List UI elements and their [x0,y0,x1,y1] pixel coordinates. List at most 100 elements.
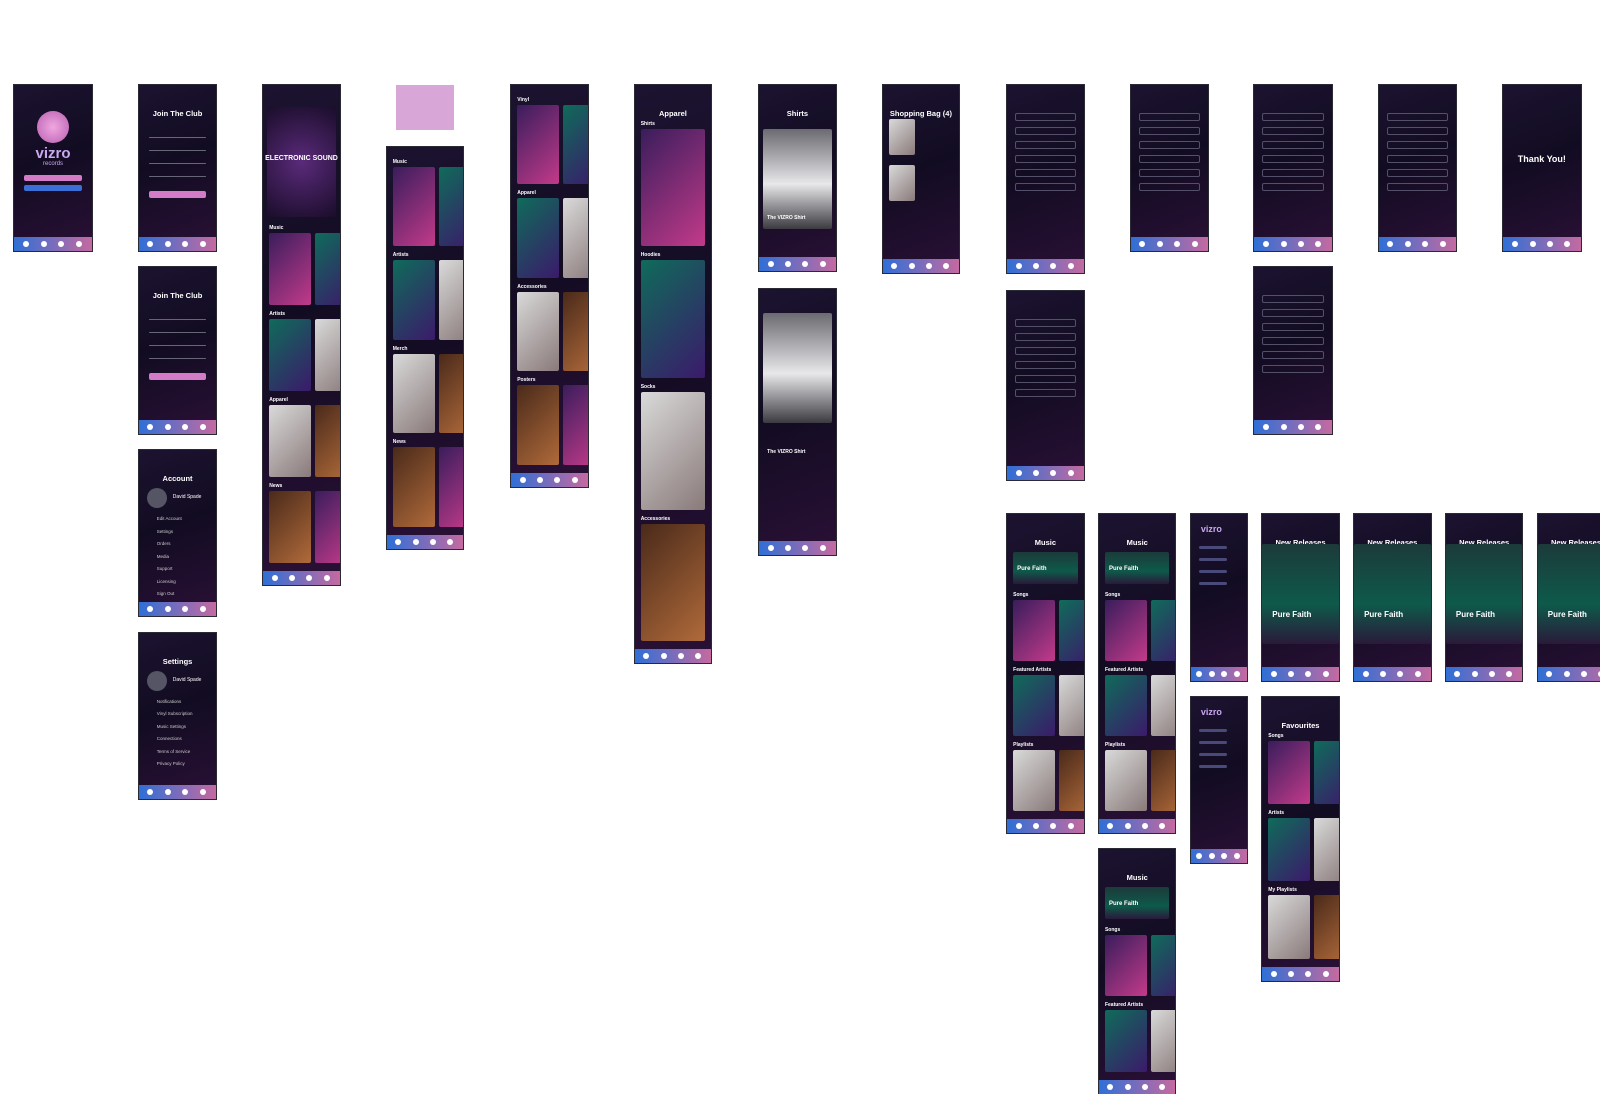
tab-bar [138,602,217,617]
bag-item [888,164,915,201]
section-title: Songs [1268,732,1284,739]
thumbnail [1268,818,1311,882]
form-field [1015,388,1076,397]
thumbnail [1013,749,1056,811]
tab-icon [785,261,792,268]
screen-title: Join The Club [152,291,203,301]
tab-icon [660,653,667,660]
phone-screen: Join The Club [138,267,217,434]
thumbnail [269,318,312,391]
tab-icon [537,476,544,483]
form-field [1262,365,1324,374]
tab-icon [677,653,684,660]
phone-screen: New Releases Pure Faith [1262,514,1339,681]
thumbnail [392,260,435,340]
phone-screen: Account David Spade Edit Account Settings Or… [138,450,217,617]
tab-bar [1445,666,1523,681]
tab-icon [819,261,826,268]
menu-item [1198,546,1227,550]
user-name: David Spade [172,676,202,683]
tab-bar [1098,818,1176,833]
tab-bar [1190,666,1247,681]
form-field [1262,182,1324,191]
tab-icon [395,538,402,545]
tab-icon [1270,670,1277,677]
section-title: Merch [392,345,408,352]
tab-icon [1380,670,1387,677]
thumbnail [392,447,435,527]
tab-icon [75,241,82,247]
tab-icon [165,606,172,613]
thumbnail [438,166,464,247]
tab-icon [767,261,774,268]
form-field [148,149,207,151]
tab-icon [147,788,154,795]
thumbnail [269,404,312,477]
thumbnail [1104,749,1148,811]
tab-icon [1387,241,1394,247]
form-field [1015,154,1076,163]
tab-bar [1254,419,1332,434]
thumbnail [1104,934,1148,997]
tab-icon [1414,670,1421,677]
form-field [1262,323,1324,332]
section-title: Apparel [517,190,536,197]
form-field [1015,360,1076,369]
tab-icon [57,241,64,247]
tab-icon [323,574,330,581]
thumbnail [1151,675,1176,736]
thumbnail [1059,600,1084,662]
menu-item [1198,570,1227,574]
button [148,373,207,381]
menu-item: Terms of Service [156,748,191,754]
tab-icon [643,653,650,660]
thumbnail [1013,675,1056,736]
user-name: David Spade [172,494,202,500]
form-field [148,319,207,321]
thumbnail [269,490,312,563]
tab-icon [785,545,792,552]
tab-icon [147,606,154,613]
menu-item: Music Settings [156,723,187,729]
form-field [1262,337,1324,346]
tab-icon [1262,241,1269,247]
phone-screen: Shirts The VIZRO Shirt [759,84,836,272]
avatar [146,488,167,508]
tab-icon [289,574,296,581]
thumbnail [640,391,706,510]
thumbnail [517,291,560,372]
tab-bar [1262,666,1339,681]
section-title: Vinyl [517,96,530,103]
menu-item [1198,752,1227,756]
section-title: Apparel [269,396,288,403]
tab-icon [1125,822,1132,829]
screen-title: Shopping Bag (4) [889,108,952,118]
phone-screen: Vinyl Apparel Accessories Posters [511,84,588,487]
section-title: Posters [517,377,536,384]
menu-item [1198,764,1227,768]
tab-bar [138,237,217,251]
banner-image [1104,886,1170,919]
form-field [1015,168,1076,177]
screen-title: New Releases [1550,538,1600,548]
form-field [1138,126,1201,135]
phone-screen: New Releases Pure Faith [1354,514,1431,681]
menu-item [1198,582,1227,586]
tab-icon [1529,241,1536,247]
phone-screen: Thank You! [1503,84,1581,251]
screen-title: Shirts [786,108,809,118]
tab-icon [40,241,47,247]
thumbnail [1314,740,1339,805]
tab-icon [519,476,526,483]
tab-icon [1598,670,1600,677]
form-field [1262,112,1324,121]
tab-icon [1159,822,1166,829]
banner-title: Pure Faith [1547,610,1587,620]
form-field [1262,140,1324,149]
tab-icon [1546,241,1553,247]
tab-icon [1305,670,1312,677]
thumbnail [315,490,340,563]
phone-screen: New Releases Pure Faith [1445,514,1523,681]
thumbnail [1314,895,1339,959]
tab-bar [759,257,836,272]
